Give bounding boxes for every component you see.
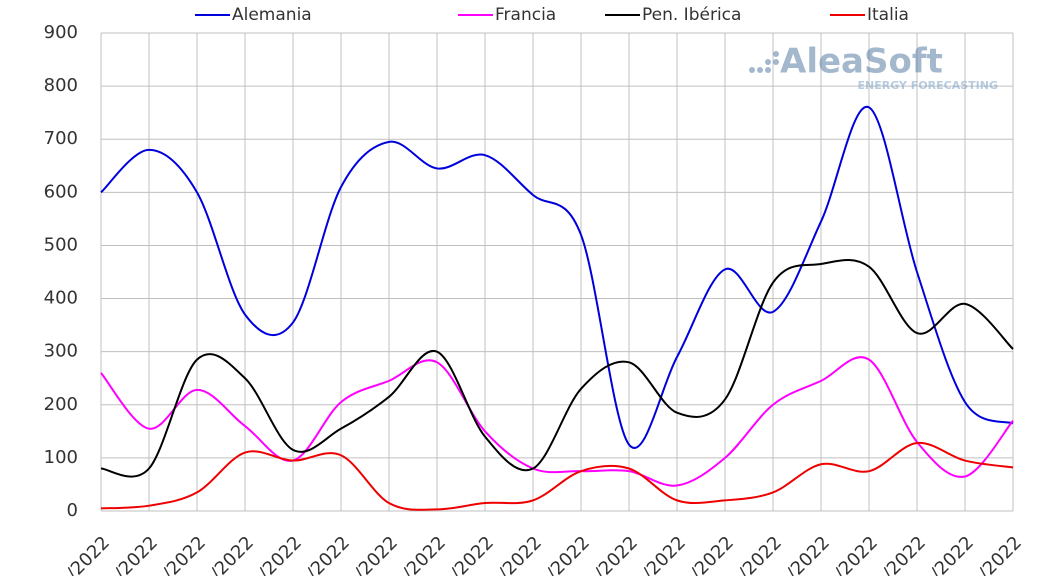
x-tick-label: /2022	[927, 532, 979, 576]
x-tick-label: /2022	[255, 532, 307, 576]
y-tick-label: 500	[44, 234, 78, 255]
series-line	[100, 106, 1014, 449]
x-tick-label: /2022	[735, 532, 787, 576]
legend-label: Italia	[867, 5, 909, 25]
x-tick-label: /2022	[879, 532, 931, 576]
y-tick-label: 200	[44, 394, 78, 415]
x-tick-label: /2022	[543, 532, 595, 576]
y-tick-label: 900	[44, 22, 78, 43]
logo-dot	[757, 67, 763, 73]
logo-dot	[765, 67, 771, 73]
x-tick-label: /2022	[975, 532, 1027, 576]
logo-dot	[773, 51, 779, 57]
x-tick-label: /2022	[447, 532, 499, 576]
y-tick-label: 100	[44, 447, 78, 468]
logo-dot	[749, 67, 755, 73]
legend-label: Alemania	[232, 5, 312, 25]
x-tick-label: /2022	[639, 532, 691, 576]
watermark-tagline: ENERGY FORECASTING	[858, 79, 998, 92]
x-tick-label: /2022	[159, 532, 211, 576]
x-tick-label: /2022	[303, 532, 355, 576]
logo-dot	[765, 59, 771, 65]
x-tick-label: /2022	[831, 532, 883, 576]
y-tick-label: 800	[44, 75, 78, 96]
x-tick-label: /2022	[495, 532, 547, 576]
y-tick-label: 400	[44, 288, 78, 309]
x-tick-label: /2022	[111, 532, 163, 576]
x-tick-label: /2022	[207, 532, 259, 576]
legend-label: Pen. Ibérica	[642, 5, 741, 25]
series-line	[100, 442, 1014, 511]
x-tick-label: /2022	[399, 532, 451, 576]
legend-label: Francia	[495, 5, 556, 25]
series-line	[100, 259, 1014, 478]
logo-dot	[773, 59, 779, 65]
x-tick-label: /2022	[687, 532, 739, 576]
watermark: AleaSoft ENERGY FORECASTING	[749, 42, 998, 92]
y-tick-label: 0	[67, 500, 78, 521]
watermark-brand: AleaSoft	[780, 42, 943, 82]
y-tick-label: 600	[44, 181, 78, 202]
series-line	[100, 356, 1014, 487]
y-tick-label: 700	[44, 128, 78, 149]
y-tick-label: 300	[44, 341, 78, 362]
x-tick-label: /2022	[591, 532, 643, 576]
x-tick-label: /2022	[783, 532, 835, 576]
x-tick-label: /2022	[63, 532, 115, 576]
x-tick-label: /2022	[351, 532, 403, 576]
